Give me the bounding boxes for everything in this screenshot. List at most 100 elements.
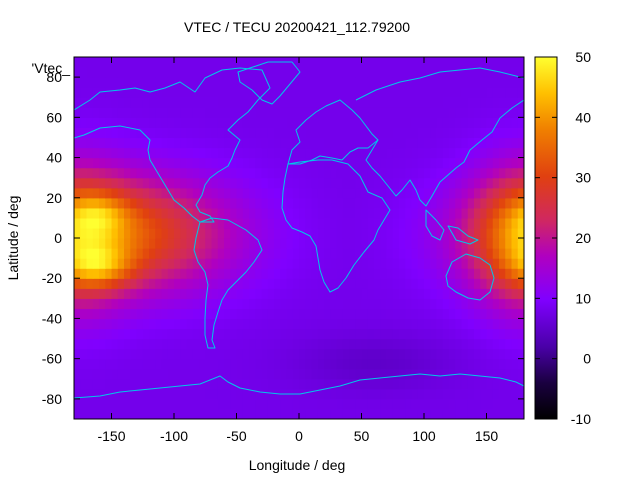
- heatmap-cell: [99, 197, 106, 209]
- heatmap-cell: [499, 408, 506, 419]
- heatmap-cell: [99, 107, 106, 118]
- heatmap-cell: [230, 268, 238, 279]
- heatmap-cell: [486, 167, 494, 179]
- heatmap-cell: [105, 187, 113, 199]
- heatmap-cell: [436, 268, 444, 279]
- heatmap-cell: [467, 288, 475, 299]
- heatmap-cell: [436, 97, 444, 108]
- heatmap-cell: [74, 328, 81, 340]
- heatmap-cell: [274, 328, 281, 340]
- heatmap-cell: [336, 388, 344, 400]
- heatmap-cell: [230, 77, 238, 88]
- heatmap-cell: [174, 258, 181, 269]
- heatmap-cell: [392, 157, 400, 169]
- heatmap-cell: [280, 157, 288, 169]
- heatmap-cell: [499, 177, 506, 189]
- heatmap-cell: [92, 248, 100, 259]
- heatmap-cell: [124, 398, 131, 410]
- heatmap-cell: [224, 77, 231, 88]
- heatmap-cell: [92, 157, 100, 169]
- heatmap-cell: [92, 147, 100, 159]
- heatmap-cell: [99, 408, 106, 419]
- heatmap-cell: [374, 97, 381, 108]
- heatmap-cell: [130, 328, 138, 340]
- heatmap-cell: [136, 157, 144, 169]
- heatmap-cell: [224, 318, 231, 330]
- heatmap-cell: [180, 368, 188, 380]
- heatmap-cell: [486, 187, 494, 199]
- heatmap-cell: [192, 298, 200, 309]
- heatmap-cell: [267, 97, 275, 108]
- heatmap-cell: [392, 308, 400, 320]
- heatmap-cell: [486, 127, 494, 139]
- heatmap-cell: [480, 308, 488, 320]
- heatmap-cell: [436, 338, 444, 350]
- heatmap-cell: [317, 358, 325, 370]
- heatmap-cell: [405, 217, 413, 229]
- heatmap-cell: [380, 278, 388, 289]
- heatmap-cell: [436, 207, 444, 219]
- heatmap-cell: [117, 248, 125, 259]
- heatmap-cell: [186, 318, 194, 330]
- chart-title: VTEC / TECU 20200421_112.79200: [184, 19, 410, 35]
- heatmap-cell: [342, 77, 350, 88]
- heatmap-cell: [374, 398, 381, 410]
- heatmap-cell: [486, 57, 494, 68]
- heatmap-cell: [124, 87, 131, 98]
- heatmap-cell: [274, 227, 281, 239]
- heatmap-cell: [136, 187, 144, 199]
- heatmap-cell: [224, 217, 231, 229]
- heatmap-cell: [517, 207, 524, 219]
- heatmap-cell: [342, 147, 350, 159]
- heatmap-cell: [511, 207, 519, 219]
- heatmap-cell: [380, 248, 388, 259]
- heatmap-cell: [499, 107, 506, 118]
- heatmap-cell: [336, 67, 344, 78]
- heatmap-cell: [205, 248, 213, 259]
- heatmap-cell: [74, 197, 81, 209]
- heatmap-cell: [92, 378, 100, 390]
- heatmap-cell: [411, 328, 419, 340]
- heatmap-cell: [236, 248, 244, 259]
- heatmap-cell: [199, 408, 206, 419]
- heatmap-cell: [380, 87, 388, 98]
- heatmap-cell: [130, 408, 138, 419]
- heatmap-cell: [455, 107, 463, 118]
- heatmap-cell: [399, 147, 406, 159]
- heatmap-cell: [411, 167, 419, 179]
- heatmap-cell: [417, 308, 425, 320]
- heatmap-cell: [480, 177, 488, 189]
- heatmap-cell: [242, 398, 250, 410]
- heatmap-cell: [230, 238, 238, 249]
- heatmap-cell: [186, 268, 194, 279]
- heatmap-cell: [149, 408, 156, 419]
- heatmap-cell: [205, 187, 213, 199]
- heatmap-cell: [136, 97, 144, 108]
- heatmap-cell: [105, 137, 113, 149]
- heatmap-cell: [405, 167, 413, 179]
- heatmap-cell: [236, 87, 244, 98]
- heatmap-cell: [167, 388, 175, 400]
- heatmap-cell: [499, 57, 506, 68]
- heatmap-cell: [411, 227, 419, 239]
- heatmap-cell: [486, 67, 494, 78]
- heatmap-cell: [455, 348, 463, 360]
- heatmap-cell: [211, 197, 219, 209]
- heatmap-cell: [461, 207, 469, 219]
- heatmap-cell: [449, 348, 456, 360]
- heatmap-cell: [330, 378, 338, 390]
- heatmap-cell: [505, 378, 513, 390]
- heatmap-cell: [117, 398, 125, 410]
- heatmap-cell: [149, 187, 156, 199]
- heatmap-cell: [86, 57, 94, 68]
- heatmap-cell: [324, 368, 331, 380]
- heatmap-cell: [305, 87, 313, 98]
- heatmap-cell: [330, 177, 338, 189]
- heatmap-cell: [192, 238, 200, 249]
- heatmap-cell: [124, 408, 131, 419]
- heatmap-cell: [417, 378, 425, 390]
- heatmap-cell: [111, 137, 119, 149]
- heatmap-cell: [267, 258, 275, 269]
- heatmap-cell: [105, 207, 113, 219]
